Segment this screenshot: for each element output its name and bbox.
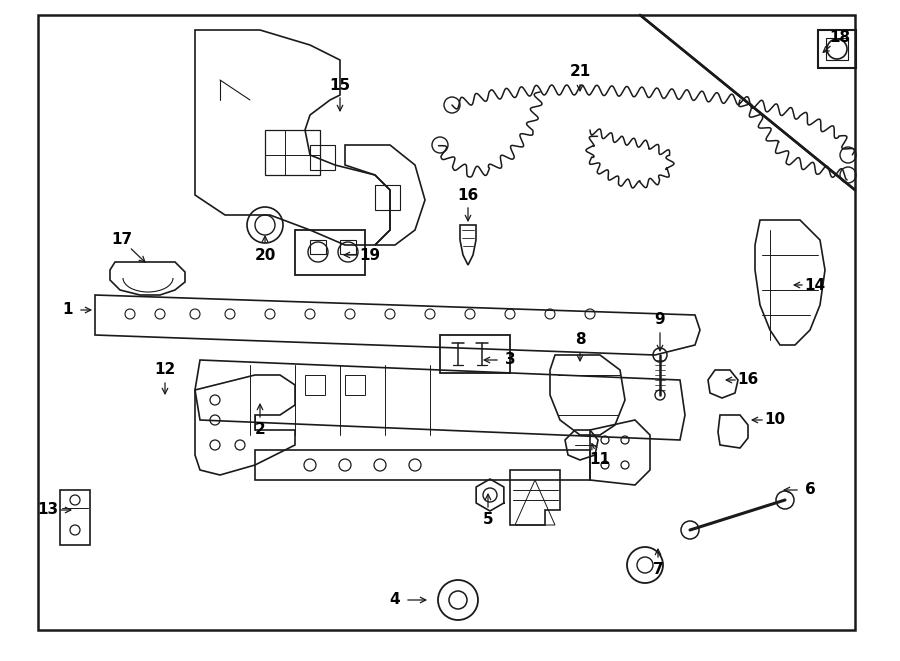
Text: 18: 18	[830, 30, 850, 46]
Text: 19: 19	[359, 247, 381, 262]
Polygon shape	[640, 15, 855, 190]
Bar	[295, 230, 365, 275]
Bar	[440, 335, 510, 373]
Text: 1: 1	[63, 303, 73, 317]
Text: 3: 3	[505, 352, 516, 368]
Text: 15: 15	[329, 77, 351, 93]
Text: 7: 7	[652, 563, 663, 578]
Text: 14: 14	[805, 278, 825, 293]
Text: 16: 16	[457, 188, 479, 202]
Text: 9: 9	[654, 313, 665, 327]
Bar	[818, 30, 856, 68]
Text: 16: 16	[737, 373, 759, 387]
Text: 2: 2	[255, 422, 266, 438]
Text: 13: 13	[38, 502, 58, 518]
Text: 8: 8	[575, 332, 585, 348]
Text: 20: 20	[255, 247, 275, 262]
Bar	[826, 38, 848, 60]
Text: 11: 11	[590, 453, 610, 467]
Bar	[310, 240, 326, 254]
Text: 21: 21	[570, 65, 590, 79]
Bar	[265, 130, 320, 175]
Text: 5: 5	[482, 512, 493, 527]
Bar	[340, 240, 356, 254]
Text: 17: 17	[112, 233, 132, 247]
Text: 10: 10	[764, 412, 786, 428]
Bar	[375, 185, 400, 210]
Bar	[310, 145, 335, 170]
Text: 4: 4	[390, 592, 400, 607]
Text: 6: 6	[805, 483, 815, 498]
Text: 12: 12	[155, 362, 176, 377]
Bar	[60, 490, 90, 545]
